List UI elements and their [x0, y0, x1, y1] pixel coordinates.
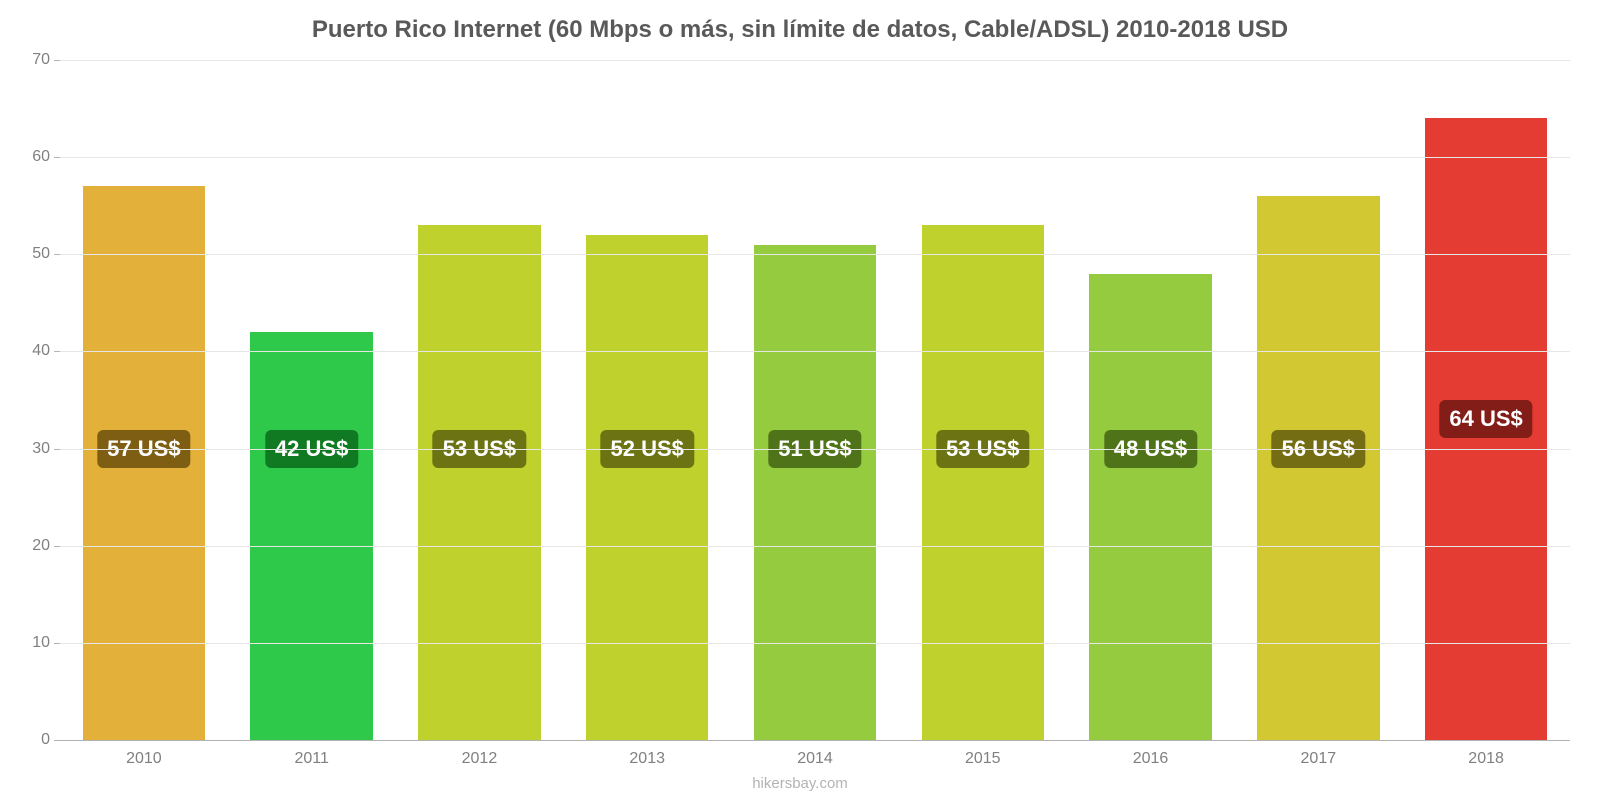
x-tick-label: 2011 [294, 740, 328, 768]
bar-slot: 201553 US$ [899, 60, 1067, 740]
bar [1089, 274, 1211, 740]
y-tick-mark [54, 643, 60, 644]
x-tick-label: 2018 [1468, 740, 1504, 768]
bar-slot: 201648 US$ [1067, 60, 1235, 740]
bar-slot: 201253 US$ [396, 60, 564, 740]
bar [754, 245, 876, 740]
x-tick-label: 2015 [965, 740, 1001, 768]
grid-line [60, 351, 1570, 352]
bar [1257, 196, 1379, 740]
x-tick-label: 2014 [797, 740, 833, 768]
x-tick-label: 2010 [126, 740, 162, 768]
grid-line [60, 254, 1570, 255]
bar-slot: 201057 US$ [60, 60, 228, 740]
bar-slot: 201864 US$ [1402, 60, 1570, 740]
y-tick-mark [54, 546, 60, 547]
bar [418, 225, 540, 740]
credit-text: hikersbay.com [0, 775, 1600, 792]
bars-container: 201057 US$201142 US$201253 US$201352 US$… [60, 60, 1570, 740]
plot-area: 201057 US$201142 US$201253 US$201352 US$… [60, 60, 1570, 740]
grid-line [60, 643, 1570, 644]
bar-chart: Puerto Rico Internet (60 Mbps o más, sin… [0, 0, 1600, 800]
bar-slot: 201756 US$ [1234, 60, 1402, 740]
bar-slot: 201451 US$ [731, 60, 899, 740]
grid-line [60, 546, 1570, 547]
x-tick-label: 2013 [629, 740, 665, 768]
bar [922, 225, 1044, 740]
bar [250, 332, 372, 740]
grid-line [60, 449, 1570, 450]
x-tick-label: 2017 [1301, 740, 1337, 768]
chart-title: Puerto Rico Internet (60 Mbps o más, sin… [0, 16, 1600, 44]
grid-line [60, 157, 1570, 158]
y-tick-mark [54, 740, 60, 741]
axis-baseline [60, 740, 1570, 741]
x-tick-label: 2016 [1133, 740, 1169, 768]
bar [586, 235, 708, 740]
bar-slot: 201352 US$ [563, 60, 731, 740]
y-tick-mark [54, 157, 60, 158]
grid-line [60, 60, 1570, 61]
y-tick-mark [54, 449, 60, 450]
y-tick-mark [54, 254, 60, 255]
y-tick-mark [54, 60, 60, 61]
value-label: 64 US$ [1439, 400, 1532, 438]
y-tick-mark [54, 351, 60, 352]
x-tick-label: 2012 [462, 740, 498, 768]
bar-slot: 201142 US$ [228, 60, 396, 740]
